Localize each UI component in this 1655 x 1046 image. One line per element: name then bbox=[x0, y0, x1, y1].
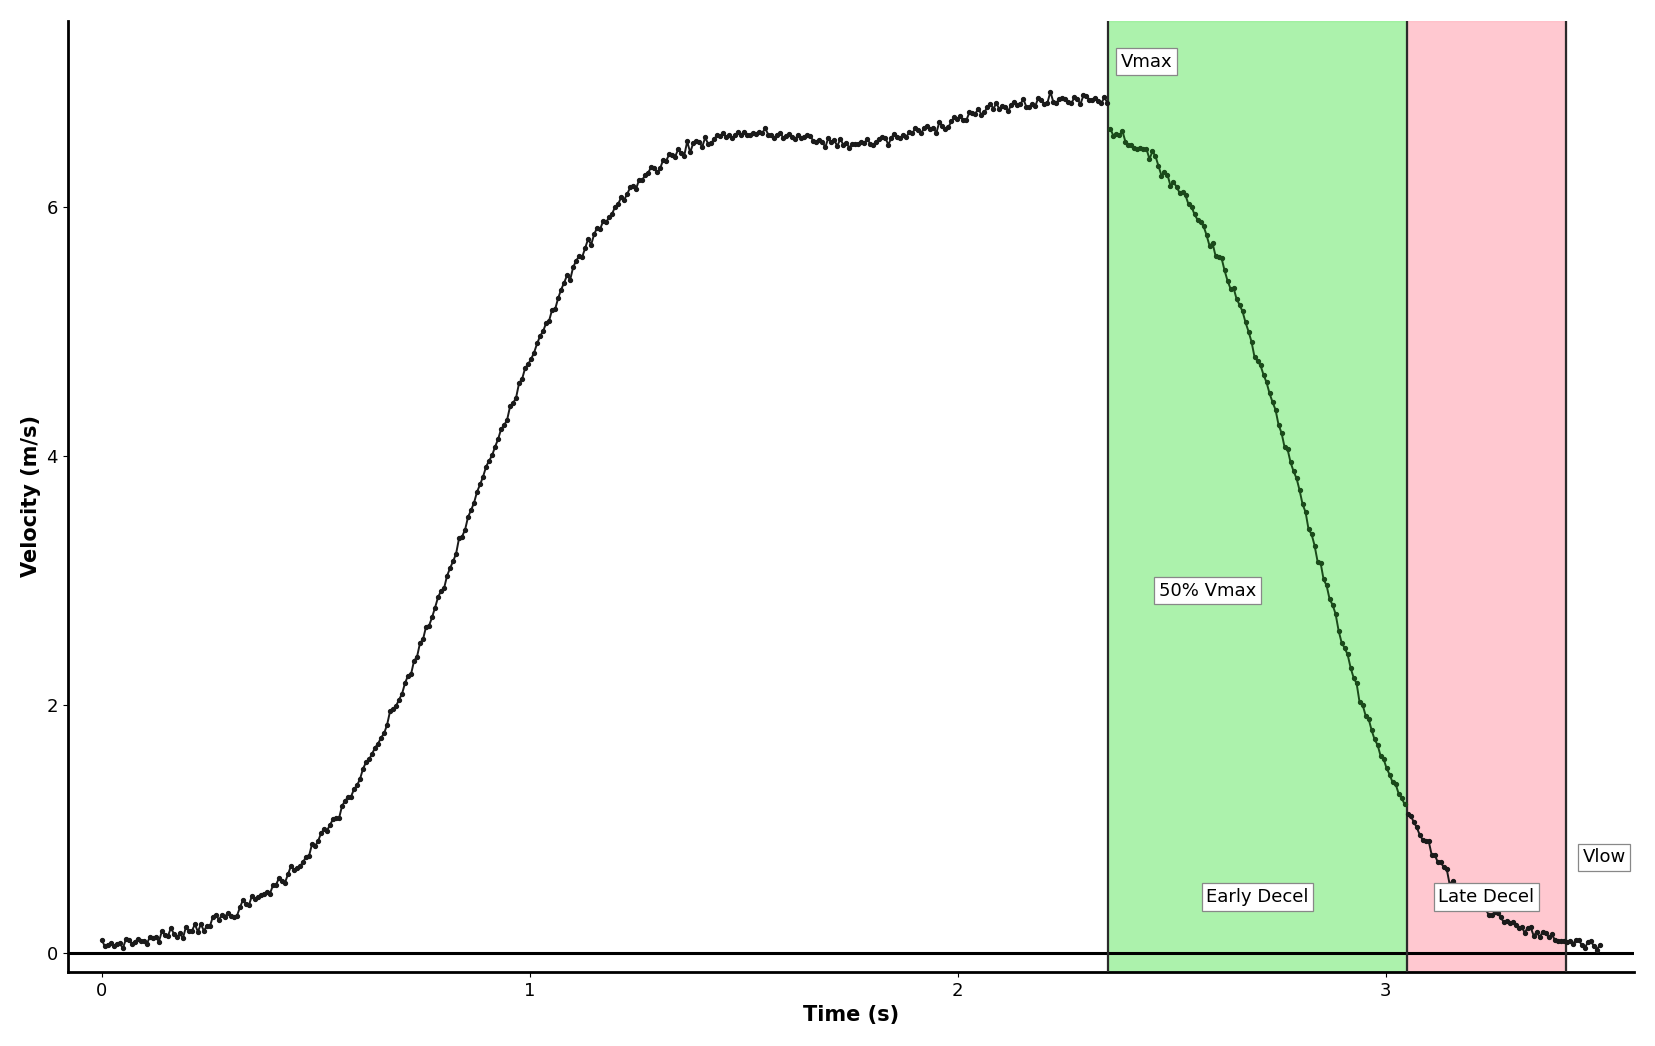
Y-axis label: Velocity (m/s): Velocity (m/s) bbox=[22, 415, 41, 577]
Text: Late Decel: Late Decel bbox=[1438, 888, 1534, 906]
Bar bbox=[1107, 21, 1407, 972]
Text: Vmax: Vmax bbox=[1120, 52, 1172, 70]
X-axis label: Time (s): Time (s) bbox=[803, 1005, 899, 1025]
Bar bbox=[1407, 21, 1564, 972]
Text: Vlow: Vlow bbox=[1582, 848, 1625, 866]
Text: Early Decel: Early Decel bbox=[1205, 888, 1307, 906]
Text: 50% Vmax: 50% Vmax bbox=[1158, 582, 1256, 599]
